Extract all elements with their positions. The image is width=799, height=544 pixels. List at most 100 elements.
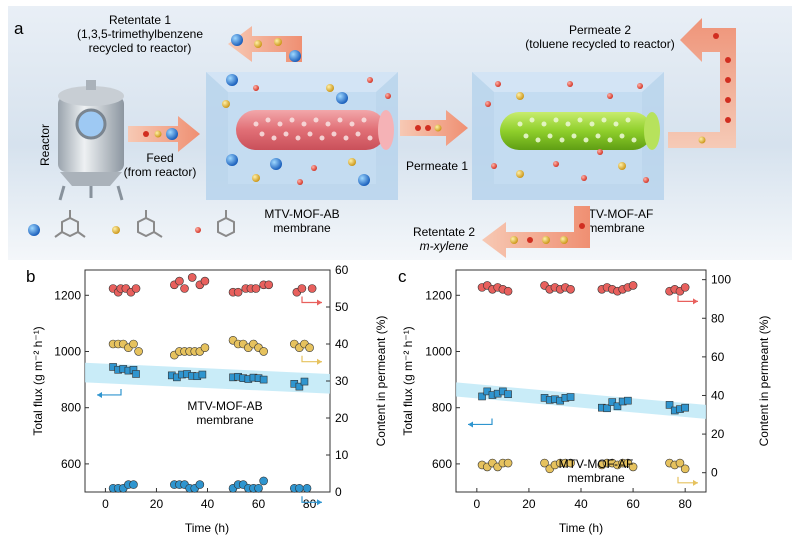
data-point-circle xyxy=(195,480,205,489)
axis-indicator-arrowhead xyxy=(468,421,473,428)
data-point-circle xyxy=(305,343,314,353)
data-point-circle xyxy=(566,458,575,468)
y-right-tick-label: 20 xyxy=(335,411,349,425)
axis-indicator-arrow xyxy=(301,296,322,304)
membrane1-label: MTV-MOF-AB xyxy=(264,207,339,221)
y-right-tick-label: 60 xyxy=(335,263,349,277)
data-point-square xyxy=(681,403,689,412)
data-point-circle xyxy=(628,281,638,290)
membrane1-label-sub: membrane xyxy=(273,221,331,235)
y-left-tick-label: 800 xyxy=(61,401,81,415)
y-right-tick-label: 40 xyxy=(335,337,349,351)
chart-b-ylabel-left: Total flux (g m⁻² h⁻¹) xyxy=(31,326,45,435)
x-tick-label: 80 xyxy=(678,497,692,511)
y-left-tick-label: 1000 xyxy=(425,344,452,358)
membrane2-label-sub: membrane xyxy=(587,221,645,235)
axis-indicator-arrowhead xyxy=(693,298,698,305)
membrane2-label: MTV-MOF-AF xyxy=(579,207,654,221)
x-tick-label: 20 xyxy=(522,497,536,511)
data-point-circle xyxy=(200,343,210,353)
data-point-circle xyxy=(180,284,189,293)
legend-blue-ball xyxy=(28,224,40,236)
chart-c-xlabel: Time (h) xyxy=(559,521,603,535)
panel-label-b: b xyxy=(26,267,35,286)
data-point-square xyxy=(132,370,140,378)
x-tick-label: 60 xyxy=(252,497,266,511)
panel-label-c: c xyxy=(398,267,407,286)
data-point-circle xyxy=(251,284,261,293)
x-tick-label: 0 xyxy=(102,497,109,511)
permeate1-arrow xyxy=(400,110,468,146)
chart-b-annotation-sub: membrane xyxy=(196,413,254,427)
y-right-tick-label: 10 xyxy=(335,448,349,462)
data-point-circle xyxy=(200,276,210,286)
retentate1-arrow xyxy=(228,26,302,62)
data-point-square xyxy=(603,404,611,413)
trimethylbenzene-structure-icon xyxy=(54,210,86,238)
chart-c-ylabel-right: Content in permeant (%) xyxy=(757,316,771,447)
data-point-circle xyxy=(175,276,184,286)
toluene-structure-icon xyxy=(217,210,235,238)
data-point-circle xyxy=(675,458,685,468)
membrane2-pores xyxy=(517,117,637,143)
y-left-tick-label: 600 xyxy=(61,457,81,471)
retentate2-label-sub: m-xylene xyxy=(420,239,469,253)
axis-indicator-arrowhead xyxy=(317,499,322,506)
molecule-red xyxy=(425,125,431,131)
data-point-circle xyxy=(259,347,268,356)
y-left-tick-label: 1000 xyxy=(54,344,81,358)
data-point-circle xyxy=(628,462,638,472)
data-point-square xyxy=(608,398,617,406)
molecule-gold xyxy=(274,38,282,46)
molecule-gold xyxy=(434,124,442,132)
axis-indicator-arrowhead xyxy=(317,299,322,306)
data-point-circle xyxy=(680,283,690,292)
legend-gold-ball xyxy=(112,226,120,234)
data-point-circle xyxy=(307,284,317,293)
permeate1-label: Permeate 1 xyxy=(406,159,468,173)
permeate2-label: Permeate 2 xyxy=(569,23,631,37)
data-point-circle xyxy=(134,347,143,356)
x-tick-label: 20 xyxy=(150,497,164,511)
axis-indicator-arrowhead xyxy=(317,358,322,365)
data-point-square xyxy=(613,402,622,411)
molecule-red xyxy=(415,125,421,131)
molecule-red xyxy=(527,237,533,243)
x-tick-label: 80 xyxy=(303,497,317,511)
feed-label: Feed xyxy=(146,151,173,165)
data-point-circle xyxy=(129,339,138,349)
legend-red-ball xyxy=(195,227,201,233)
data-point-circle xyxy=(540,458,549,468)
retentate1-sub2: recycled to reactor) xyxy=(89,41,192,55)
data-point-circle xyxy=(680,464,690,474)
axis-indicator-arrowhead xyxy=(97,391,102,398)
schematic-panel: a Reactor Feed (from reactor) Retentate … xyxy=(8,6,792,260)
y-right-tick-label: 30 xyxy=(335,374,349,388)
permeate2-label-sub: (toluene recycled to reactor) xyxy=(525,37,674,51)
membrane2-molecules xyxy=(485,81,649,183)
membrane2-module xyxy=(472,72,664,200)
data-point-square xyxy=(566,393,575,401)
data-point-circle xyxy=(264,280,274,290)
trend-band xyxy=(85,362,330,394)
x-tick-label: 60 xyxy=(626,497,640,511)
membrane1-molecules xyxy=(222,74,391,186)
y-right-tick-label: 100 xyxy=(711,273,731,287)
x-tick-label: 40 xyxy=(574,497,588,511)
axis-indicator-arrowhead xyxy=(693,479,698,486)
molecule-red xyxy=(579,223,585,229)
molecule-legend xyxy=(28,210,235,238)
y-right-tick-label: 20 xyxy=(711,427,725,441)
data-point-square xyxy=(259,375,268,384)
data-point-circle xyxy=(297,284,307,293)
data-point-square xyxy=(300,377,309,386)
molecule-gold xyxy=(510,236,518,244)
molecule-red xyxy=(725,77,731,83)
axis-indicator-arrow xyxy=(97,388,122,396)
data-point-circle xyxy=(302,483,312,493)
data-point-square xyxy=(198,370,207,379)
molecule-gold xyxy=(560,236,568,244)
molecule-gold xyxy=(254,40,262,48)
data-point-circle xyxy=(131,284,141,293)
